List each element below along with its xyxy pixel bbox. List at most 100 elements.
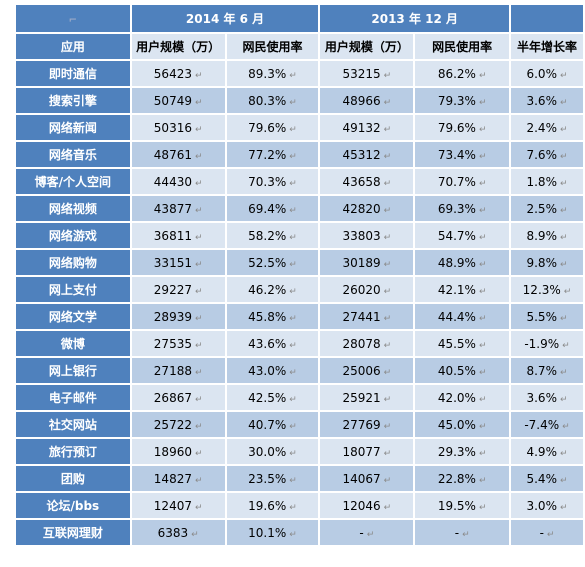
cell-rate-2013: 44.4% ↵ (415, 304, 510, 329)
cell-growth: 7.6% ↵ (511, 142, 583, 167)
table-row: 旅行预订 18960 ↵ 30.0% ↵ 18077 ↵ 29.3% ↵ 4.9% ↵ (16, 439, 583, 464)
paragraph-mark-icon: ↵ (289, 340, 297, 351)
cell-value: -1.9% (524, 336, 560, 351)
row-app-name: 即时通信 (16, 61, 130, 86)
cell-value: 18960 (153, 444, 192, 459)
cell-users-2014: 26867 ↵ (131, 385, 225, 410)
paragraph-mark-icon: ↵ (194, 340, 203, 351)
paragraph-mark-icon: ↵ (563, 286, 572, 297)
cell-users-2013: 12046 ↵ (320, 493, 414, 518)
cell-growth: 4.9% ↵ (511, 439, 583, 464)
cell-value: 45.0% (437, 417, 476, 432)
cell-users-2013: 33803 ↵ (320, 223, 414, 248)
col-header-rate-2013: 网民使用率 (415, 34, 510, 59)
col-header-users-2013: 用户规模（万） (320, 34, 414, 59)
cell-value: 19.5% (437, 498, 476, 513)
cell-rate-2014: 52.5% ↵ (226, 250, 319, 275)
cell-users-2013: 27769 ↵ (320, 412, 414, 437)
paragraph-mark-icon: ↵ (194, 70, 203, 81)
cell-value: 3.0% (526, 498, 557, 513)
group-header-2013: 2013 年 12 月 (320, 5, 510, 32)
cell-users-2014: 18960 ↵ (131, 439, 225, 464)
cell-value: 28078 (342, 336, 381, 351)
paragraph-mark-icon: ↵ (289, 448, 297, 459)
cell-rate-2013: - ↵ (415, 520, 510, 545)
cell-rate-2014: 58.2% ↵ (226, 223, 319, 248)
cell-value: 43.0% (248, 363, 287, 378)
paragraph-mark-icon: ↵ (289, 286, 297, 297)
paragraph-mark-icon: ↵ (559, 205, 568, 216)
paragraph-mark-icon: ↵ (478, 313, 487, 324)
table-row: 网络音乐 48761 ↵ 77.2% ↵ 45312 ↵ 73.4% ↵ 7.6% ↵ (16, 142, 583, 167)
cell-rate-2013: 54.7% ↵ (415, 223, 510, 248)
row-app-name: 网上支付 (16, 277, 130, 302)
cell-value: 14827 (153, 471, 192, 486)
paragraph-mark-icon: ↵ (289, 178, 297, 189)
cell-value: 8.7% (526, 363, 557, 378)
cell-rate-2014: 79.6% ↵ (226, 115, 319, 140)
cell-rate-2014: 43.6% ↵ (226, 331, 319, 356)
cell-rate-2014: 19.6% ↵ (226, 493, 319, 518)
cell-value: 12046 (342, 498, 381, 513)
paragraph-mark-icon: ↵ (289, 367, 297, 378)
cell-value: 18077 (342, 444, 381, 459)
cell-growth: 6.0% ↵ (511, 61, 583, 86)
cell-value: 73.4% (437, 147, 476, 162)
row-app-name: 网络游戏 (16, 223, 130, 248)
cell-value: 9.8% (526, 255, 557, 270)
cell-rate-2013: 86.2% ↵ (415, 61, 510, 86)
cell-growth: -7.4% ↵ (511, 412, 583, 437)
table-row: 网络新闻 50316 ↵ 79.6% ↵ 49132 ↵ 79.6% ↵ 2.4% ↵ (16, 115, 583, 140)
table-row: 博客/个人空间 44430 ↵ 70.3% ↵ 43658 ↵ 70.7% ↵ 1.8% ↵ (16, 169, 583, 194)
cell-growth: 9.8% ↵ (511, 250, 583, 275)
cell-users-2014: 33151 ↵ (131, 250, 225, 275)
paragraph-mark-icon: ↵ (194, 259, 203, 270)
cell-value: 89.3% (248, 66, 287, 81)
cell-value: 70.7% (437, 174, 476, 189)
paragraph-mark-icon: ↵ (559, 178, 568, 189)
paragraph-mark-icon: ↵ (559, 97, 568, 108)
row-app-name: 团购 (16, 466, 130, 491)
row-app-name: 网络新闻 (16, 115, 130, 140)
table-row: 网络文学 28939 ↵ 45.8% ↵ 27441 ↵ 44.4% ↵ 5.5% ↵ (16, 304, 583, 329)
cell-users-2014: 56423 ↵ (131, 61, 225, 86)
paragraph-mark-icon: ↵ (478, 286, 487, 297)
cell-users-2014: 50749 ↵ (131, 88, 225, 113)
cell-rate-2014: 23.5% ↵ (226, 466, 319, 491)
paragraph-mark-icon: ↵ (194, 394, 203, 405)
paragraph-mark-icon: ↵ (562, 421, 570, 432)
cell-value: 28939 (153, 309, 192, 324)
row-app-name: 旅行预订 (16, 439, 130, 464)
cell-value: 79.3% (437, 93, 476, 108)
paragraph-mark-icon: ↵ (289, 394, 297, 405)
cell-growth: 2.5% ↵ (511, 196, 583, 221)
cell-users-2014: 27535 ↵ (131, 331, 225, 356)
corner-mark-icon: ⌐ (68, 14, 78, 26)
paragraph-mark-icon: ↵ (478, 259, 487, 270)
cell-value: 54.7% (437, 228, 476, 243)
paragraph-mark-icon: ↵ (289, 475, 297, 486)
cell-value: 44.4% (437, 309, 476, 324)
row-app-name: 搜索引擎 (16, 88, 130, 113)
cell-value: 25921 (342, 390, 381, 405)
paragraph-mark-icon: ↵ (383, 259, 392, 270)
paragraph-mark-icon: ↵ (546, 529, 555, 540)
cell-users-2013: 27441 ↵ (320, 304, 414, 329)
cell-users-2013: 42820 ↵ (320, 196, 414, 221)
paragraph-mark-icon: ↵ (194, 286, 203, 297)
cell-rate-2014: 43.0% ↵ (226, 358, 319, 383)
col-header-rate-2014: 网民使用率 (226, 34, 319, 59)
cell-growth: 2.4% ↵ (511, 115, 583, 140)
cell-value: 3.6% (526, 93, 557, 108)
cell-users-2013: 14067 ↵ (320, 466, 414, 491)
cell-value: 86.2% (437, 66, 476, 81)
cell-value: 2.4% (526, 120, 557, 135)
paragraph-mark-icon: ↵ (383, 232, 392, 243)
cell-value: 42.1% (437, 282, 476, 297)
cell-value: 43658 (342, 174, 381, 189)
cell-users-2013: 25006 ↵ (320, 358, 414, 383)
paragraph-mark-icon: ↵ (559, 124, 568, 135)
cell-value: 42820 (342, 201, 381, 216)
col-header-growth: 半年增长率 (511, 34, 583, 59)
paragraph-mark-icon: ↵ (559, 70, 568, 81)
